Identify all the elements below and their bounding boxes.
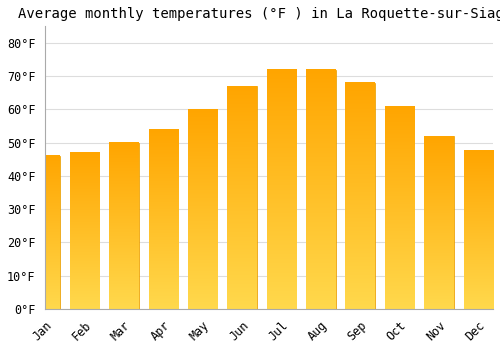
Bar [346, 83, 375, 309]
Bar [385, 106, 414, 309]
Bar [30, 156, 60, 309]
Bar [464, 151, 493, 309]
Bar [228, 86, 257, 309]
Bar [109, 143, 138, 309]
Bar [188, 110, 218, 309]
Bar [266, 70, 296, 309]
Bar [70, 153, 100, 309]
Bar [306, 70, 336, 309]
Bar [148, 130, 178, 309]
Title: Average monthly temperatures (°F ) in La Roquette-sur-Siagne: Average monthly temperatures (°F ) in La… [18, 7, 500, 21]
Bar [424, 136, 454, 309]
